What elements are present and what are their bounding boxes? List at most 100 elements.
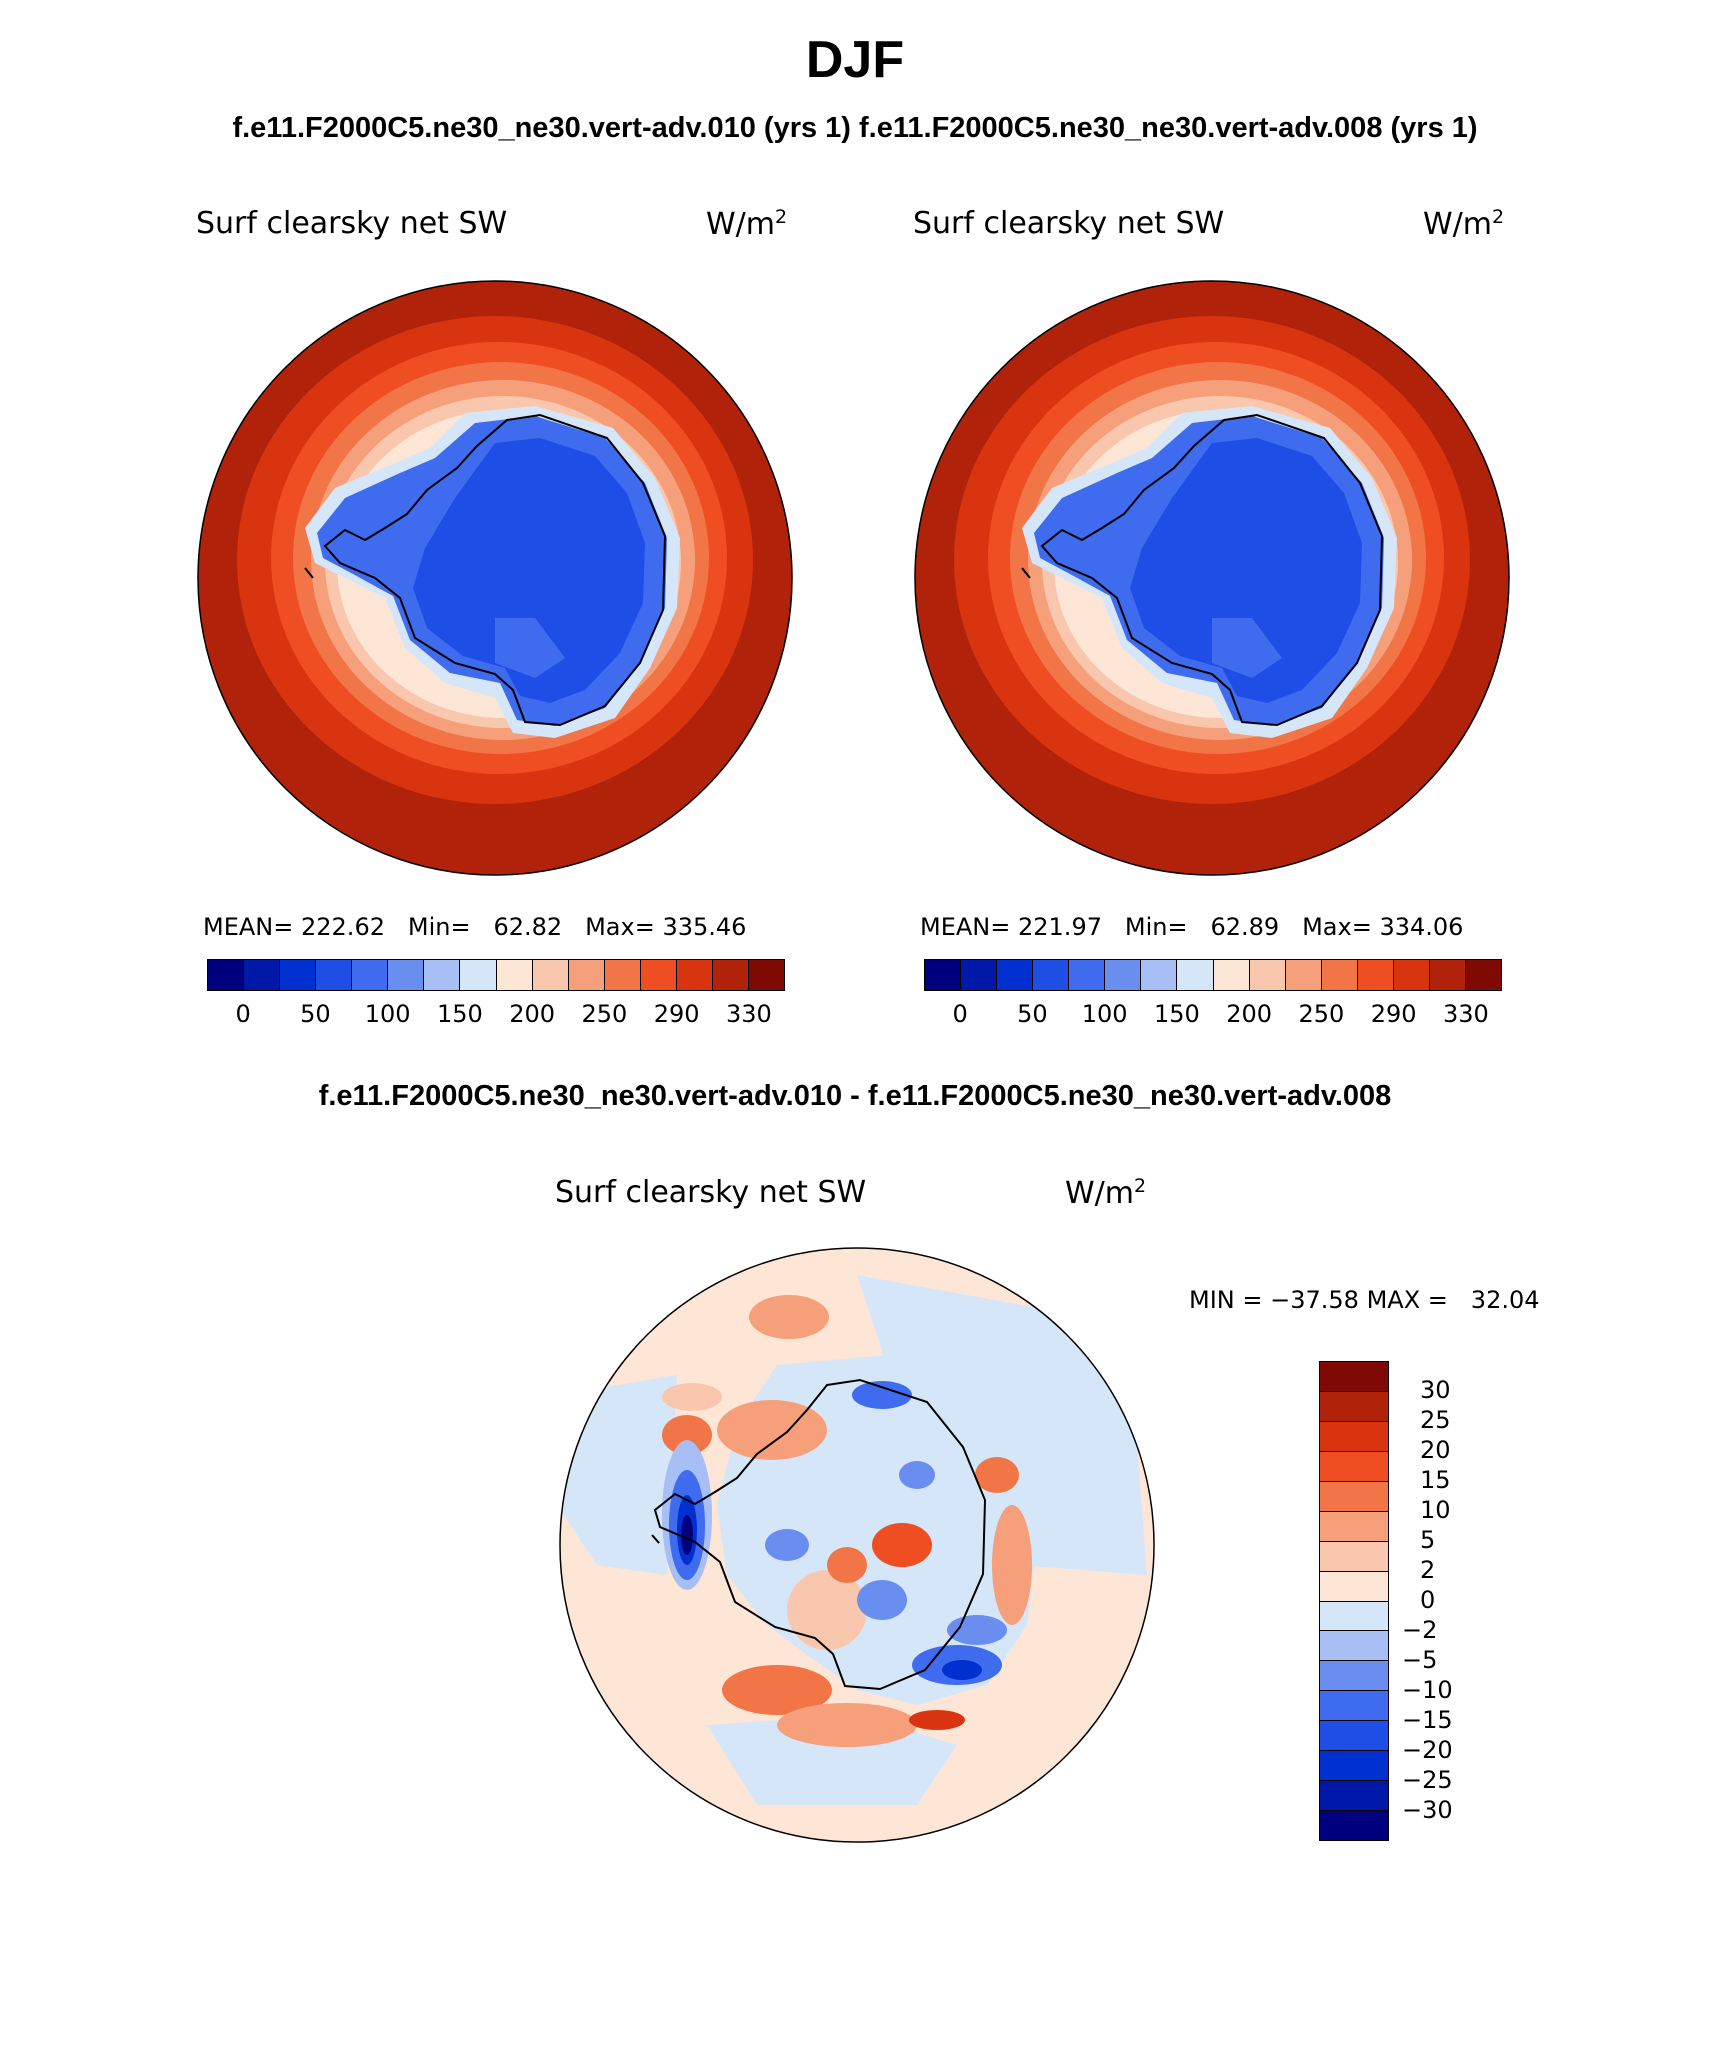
colorbar-swatch bbox=[1320, 1781, 1388, 1812]
diff-colorbar bbox=[1319, 1361, 1389, 1841]
diff-minmax: MIN = −37.58 MAX = 32.04 bbox=[1189, 1286, 1540, 1314]
colorbar-swatch bbox=[1320, 1721, 1388, 1752]
colorbar-tick-label: 50 bbox=[1017, 1000, 1048, 1028]
difference-title: f.e11.F2000C5.ne30_ne30.vert-adv.010 - f… bbox=[318, 1080, 1392, 1112]
colorbar-tick-label: −5 bbox=[1402, 1646, 1438, 1674]
colorbar-swatch bbox=[568, 960, 605, 990]
panel1-colorbar bbox=[207, 959, 785, 991]
colorbar-swatch bbox=[388, 960, 425, 990]
colorbar-swatch bbox=[1320, 1362, 1388, 1392]
colorbar-swatch bbox=[1213, 960, 1250, 990]
colorbar-tick-label: 100 bbox=[364, 1000, 411, 1028]
colorbar-swatch bbox=[1357, 960, 1394, 990]
panel1-colorbar-ticks: 0 50 100 150 200 250 290 330 bbox=[207, 1000, 785, 1030]
colorbar-tick-label: −30 bbox=[1402, 1796, 1453, 1824]
colorbar-tick-label: 5 bbox=[1420, 1526, 1436, 1554]
colorbar-tick-label: −2 bbox=[1402, 1616, 1438, 1644]
colorbar-swatch bbox=[1320, 1481, 1388, 1512]
colorbar-swatch bbox=[925, 960, 962, 990]
diff-units-label: W/m2 bbox=[1065, 1175, 1147, 1211]
colorbar-swatch bbox=[1033, 960, 1070, 990]
colorbar-tick-label: −20 bbox=[1402, 1736, 1453, 1764]
panel1-units-label: W/m2 bbox=[706, 206, 788, 242]
colorbar-swatch bbox=[1321, 960, 1358, 990]
colorbar-swatch bbox=[1320, 1541, 1388, 1572]
diff-colorbar-ticks: 30 25 20 15 10 5 2 0 −2 −5 −10 −15 −20 −25 −30 bbox=[1402, 1361, 1502, 1841]
colorbar-tick-label: 20 bbox=[1420, 1436, 1451, 1464]
colorbar-swatch bbox=[1320, 1421, 1388, 1452]
colorbar-swatch bbox=[1465, 960, 1501, 990]
colorbar-swatch bbox=[1105, 960, 1142, 990]
colorbar-tick-label: 330 bbox=[1442, 1000, 1489, 1028]
colorbar-swatch bbox=[748, 960, 784, 990]
colorbar-swatch bbox=[1320, 1751, 1388, 1782]
colorbar-swatch bbox=[676, 960, 713, 990]
colorbar-swatch bbox=[208, 960, 245, 990]
colorbar-tick-label: 250 bbox=[581, 1000, 628, 1028]
diff-variable-label: Surf clearsky net SW bbox=[555, 1175, 867, 1210]
colorbar-tick-label: 10 bbox=[1420, 1496, 1451, 1524]
colorbar-swatch bbox=[352, 960, 389, 990]
panel1-variable-label: Surf clearsky net SW bbox=[196, 206, 508, 241]
colorbar-swatch bbox=[460, 960, 497, 990]
colorbar-swatch bbox=[1320, 1391, 1388, 1422]
colorbar-tick-label: −10 bbox=[1402, 1676, 1453, 1704]
colorbar-swatch bbox=[1320, 1811, 1388, 1840]
colorbar-swatch bbox=[532, 960, 569, 990]
colorbar-tick-label: 200 bbox=[509, 1000, 556, 1028]
colorbar-tick-label: 25 bbox=[1420, 1406, 1451, 1434]
colorbar-swatch bbox=[1393, 960, 1430, 990]
panel2-colorbar-ticks: 0 50 100 150 200 250 290 330 bbox=[924, 1000, 1502, 1030]
colorbar-tick-label: 150 bbox=[436, 1000, 483, 1028]
colorbar-tick-label: 290 bbox=[1370, 1000, 1417, 1028]
colorbar-swatch bbox=[1285, 960, 1322, 990]
colorbar-tick-label: 0 bbox=[952, 1000, 968, 1028]
colorbar-tick-label: −15 bbox=[1402, 1706, 1453, 1734]
panel2-colorbar bbox=[924, 959, 1502, 991]
panel2-map bbox=[914, 280, 1510, 876]
colorbar-swatch bbox=[1320, 1451, 1388, 1482]
panel1-map bbox=[197, 280, 793, 876]
colorbar-tick-label: 100 bbox=[1081, 1000, 1128, 1028]
colorbar-swatch bbox=[1320, 1631, 1388, 1662]
colorbar-swatch bbox=[316, 960, 353, 990]
panel2-variable-label: Surf clearsky net SW bbox=[913, 206, 1225, 241]
colorbar-swatch bbox=[1320, 1511, 1388, 1542]
figure-title: DJF bbox=[805, 31, 905, 89]
colorbar-swatch bbox=[496, 960, 533, 990]
colorbar-swatch bbox=[1320, 1601, 1388, 1632]
colorbar-swatch bbox=[244, 960, 281, 990]
colorbar-swatch bbox=[640, 960, 677, 990]
colorbar-swatch bbox=[997, 960, 1034, 990]
colorbar-tick-label: 15 bbox=[1420, 1466, 1451, 1494]
colorbar-swatch bbox=[1320, 1661, 1388, 1692]
colorbar-swatch bbox=[1177, 960, 1214, 990]
panel2-stats: MEAN= 221.97 Min= 62.89 Max= 334.06 bbox=[920, 913, 1464, 941]
panel1-stats: MEAN= 222.62 Min= 62.82 Max= 335.46 bbox=[203, 913, 747, 941]
colorbar-tick-label: 30 bbox=[1420, 1376, 1451, 1404]
colorbar-tick-label: 290 bbox=[653, 1000, 700, 1028]
colorbar-swatch bbox=[961, 960, 998, 990]
colorbar-swatch bbox=[712, 960, 749, 990]
colorbar-swatch bbox=[1069, 960, 1106, 990]
colorbar-swatch bbox=[1320, 1571, 1388, 1602]
panel2-units-label: W/m2 bbox=[1423, 206, 1505, 242]
colorbar-swatch bbox=[1429, 960, 1466, 990]
colorbar-swatch bbox=[1320, 1691, 1388, 1722]
colorbar-tick-label: 200 bbox=[1226, 1000, 1273, 1028]
colorbar-tick-label: 250 bbox=[1298, 1000, 1345, 1028]
figure-subtitle: f.e11.F2000C5.ne30_ne30.vert-adv.010 (yr… bbox=[232, 112, 1478, 144]
colorbar-swatch bbox=[280, 960, 317, 990]
colorbar-swatch bbox=[1249, 960, 1286, 990]
colorbar-tick-label: −25 bbox=[1402, 1766, 1453, 1794]
colorbar-tick-label: 2 bbox=[1420, 1556, 1436, 1584]
colorbar-swatch bbox=[604, 960, 641, 990]
colorbar-tick-label: 150 bbox=[1153, 1000, 1200, 1028]
colorbar-swatch bbox=[1141, 960, 1178, 990]
colorbar-tick-label: 330 bbox=[725, 1000, 772, 1028]
colorbar-tick-label: 0 bbox=[1420, 1586, 1436, 1614]
colorbar-swatch bbox=[424, 960, 461, 990]
colorbar-tick-label: 0 bbox=[235, 1000, 251, 1028]
diff-map bbox=[559, 1247, 1155, 1843]
colorbar-tick-label: 50 bbox=[300, 1000, 331, 1028]
